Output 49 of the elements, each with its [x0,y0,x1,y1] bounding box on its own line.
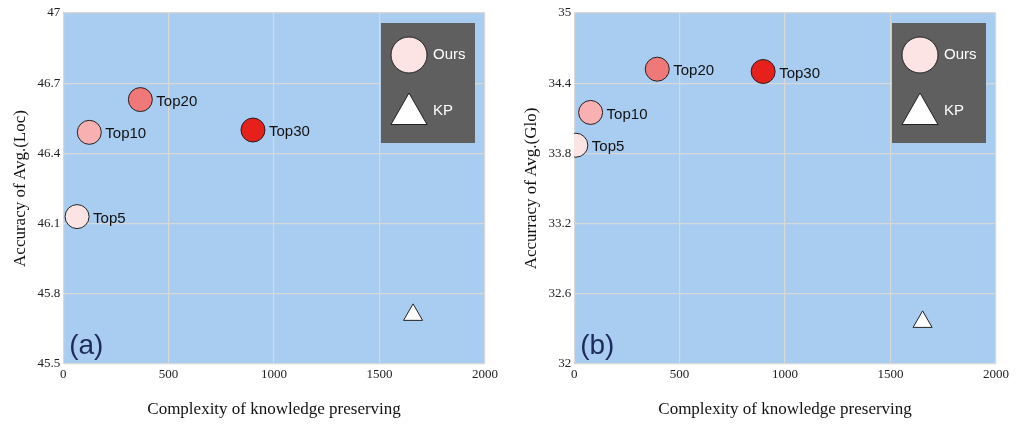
point [644,56,670,82]
y-tick-label: 34.4 [548,74,572,90]
y-tick-label: 46.4 [37,144,61,160]
point [403,303,424,321]
y-tick-label: 47 [47,4,61,20]
legend-label: Ours [944,45,977,63]
y-tick-label: 32 [558,355,572,371]
y-tick-label: 45.8 [37,285,61,301]
annotation: Top20 [673,61,715,79]
point [578,99,604,125]
x-tick-label: 1500 [877,366,904,382]
point [76,119,102,145]
y-axis-title: Accuracy of Avg.(Loc) [9,110,29,267]
y-axis-title: Accurracy of Avg.(Glo) [520,107,540,270]
annotation: Top30 [779,63,821,81]
point [912,310,933,328]
annotation: (a) [69,328,104,360]
point [64,204,90,230]
y-tick-label: 32.6 [548,285,572,301]
y-tick-label: 46.7 [37,74,61,90]
x-axis-title: Complexity of knowledge preserving [147,399,402,419]
x-tick-label: 500 [669,366,690,382]
annotation: (b) [580,328,615,360]
legend-label: KP [944,101,965,119]
legend-label: KP [433,101,454,119]
y-tick-label: 33.2 [548,215,572,231]
annotation: Top10 [606,104,648,122]
x-tick-label: 1000 [772,366,799,382]
y-tick-label: 35 [558,4,572,20]
annotation: Top10 [105,124,147,142]
x-tick-label: 0 [570,366,578,382]
annotation: Top30 [268,122,310,140]
legend-label: Ours [433,45,466,63]
x-tick-label: 0 [59,366,67,382]
x-tick-label: 2000 [983,366,1009,382]
y-tick-label: 33.8 [548,144,572,160]
y-tick-label: 46.1 [37,215,61,231]
x-tick-label: 2000 [472,366,498,382]
point [240,117,266,143]
point [750,59,776,84]
point [127,87,153,113]
annotation: Top5 [93,208,126,226]
x-tick-label: 1500 [366,366,393,382]
annotation: Top20 [156,91,198,109]
y-tick-label: 45.5 [37,355,61,371]
annotation: Top5 [591,137,625,155]
x-axis-title: Complexity of knowledge preserving [658,399,913,419]
x-tick-label: 500 [158,366,179,382]
x-tick-label: 1000 [261,366,288,382]
